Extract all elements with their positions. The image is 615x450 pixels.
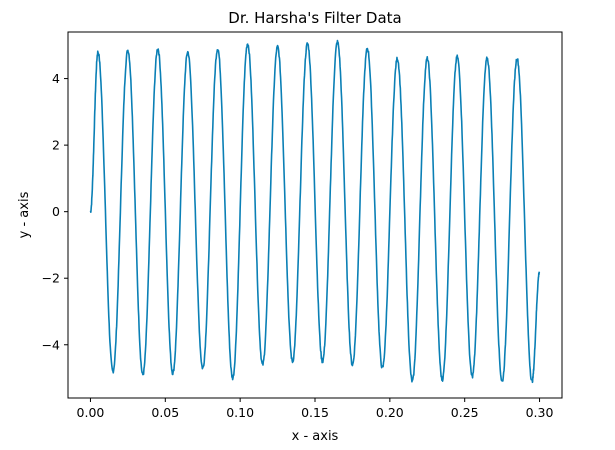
chart-title: Dr. Harsha's Filter Data [228,9,401,27]
x-tick-label: 0.30 [526,405,554,420]
y-tick-label: 4 [52,71,60,86]
x-axis-label: x - axis [292,429,339,444]
x-tick-label: 0.00 [77,405,105,420]
x-tick-label: 0.10 [226,405,254,420]
y-tick-label: −4 [42,337,60,352]
x-tick-label: 0.05 [151,405,179,420]
x-tick-label: 0.15 [301,405,329,420]
y-tick-label: 2 [52,138,60,153]
x-tick-label: 0.20 [376,405,404,420]
y-tick-label: −2 [42,271,60,286]
plot-area [89,39,541,384]
x-tick-label: 0.25 [451,405,479,420]
y-tick-label: 0 [52,204,60,219]
x-axis-ticks: 0.00 0.05 0.10 0.15 0.20 0.25 0.30 [77,398,554,420]
series-line [89,39,541,384]
y-axis-label: y - axis [17,191,32,238]
y-axis-ticks: −4 −2 0 2 4 [42,71,68,352]
